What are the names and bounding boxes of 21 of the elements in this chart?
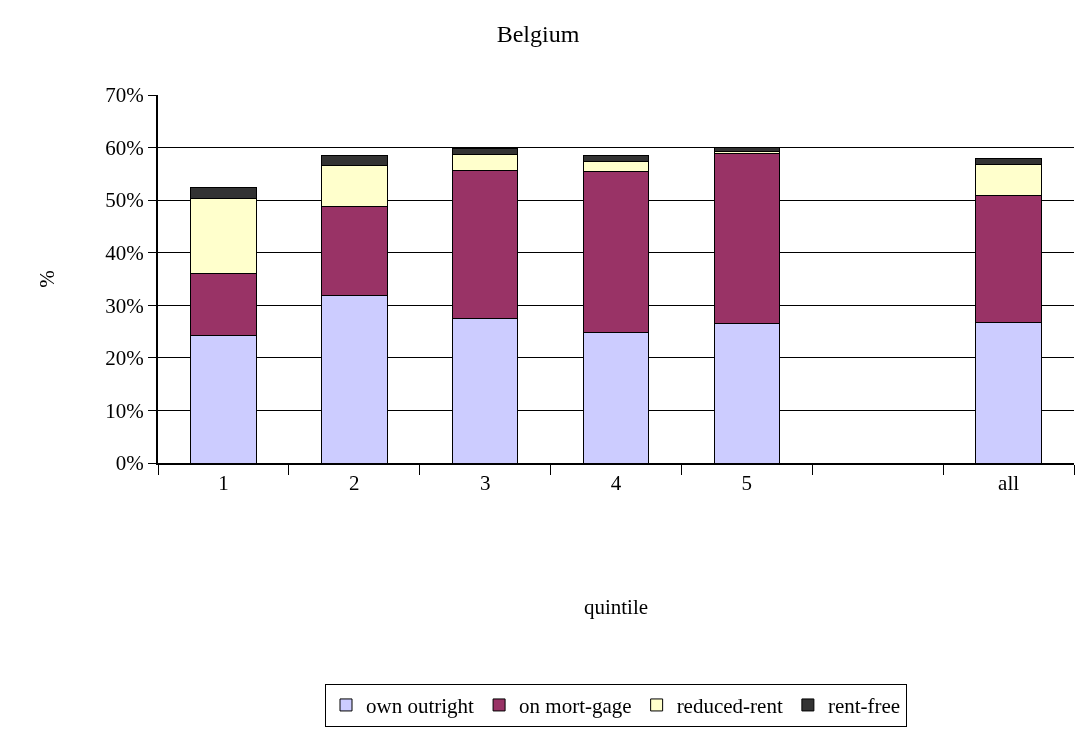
x-tick-label: 2 bbox=[349, 471, 360, 496]
y-tick-label: 20% bbox=[105, 346, 144, 371]
legend-label: rent-free bbox=[827, 694, 901, 719]
x-tick-label: 5 bbox=[741, 471, 753, 496]
x-tick-label: 4 bbox=[610, 471, 622, 496]
y-tick-label: 10% bbox=[105, 398, 144, 423]
legend-label: on mort-gage bbox=[519, 694, 632, 719]
x-axis-title: quintile bbox=[583, 594, 649, 619]
legend-label: reduced-rent bbox=[676, 694, 783, 719]
y-tick-label: 30% bbox=[105, 293, 144, 318]
y-tick-label: 0% bbox=[115, 451, 144, 476]
y-tick-label: 50% bbox=[105, 188, 144, 213]
legend-label: own outright bbox=[366, 694, 475, 719]
y-tick-label: 40% bbox=[105, 241, 144, 266]
x-tick-label: all bbox=[998, 471, 1020, 496]
x-tick-label: 3 bbox=[479, 471, 491, 496]
x-tick-label: 1 bbox=[218, 471, 229, 496]
y-axis-title: % bbox=[34, 270, 59, 288]
chart-title: Belgium bbox=[496, 20, 580, 47]
y-tick-label: 70% bbox=[105, 83, 144, 108]
y-tick-label: 60% bbox=[105, 135, 144, 160]
